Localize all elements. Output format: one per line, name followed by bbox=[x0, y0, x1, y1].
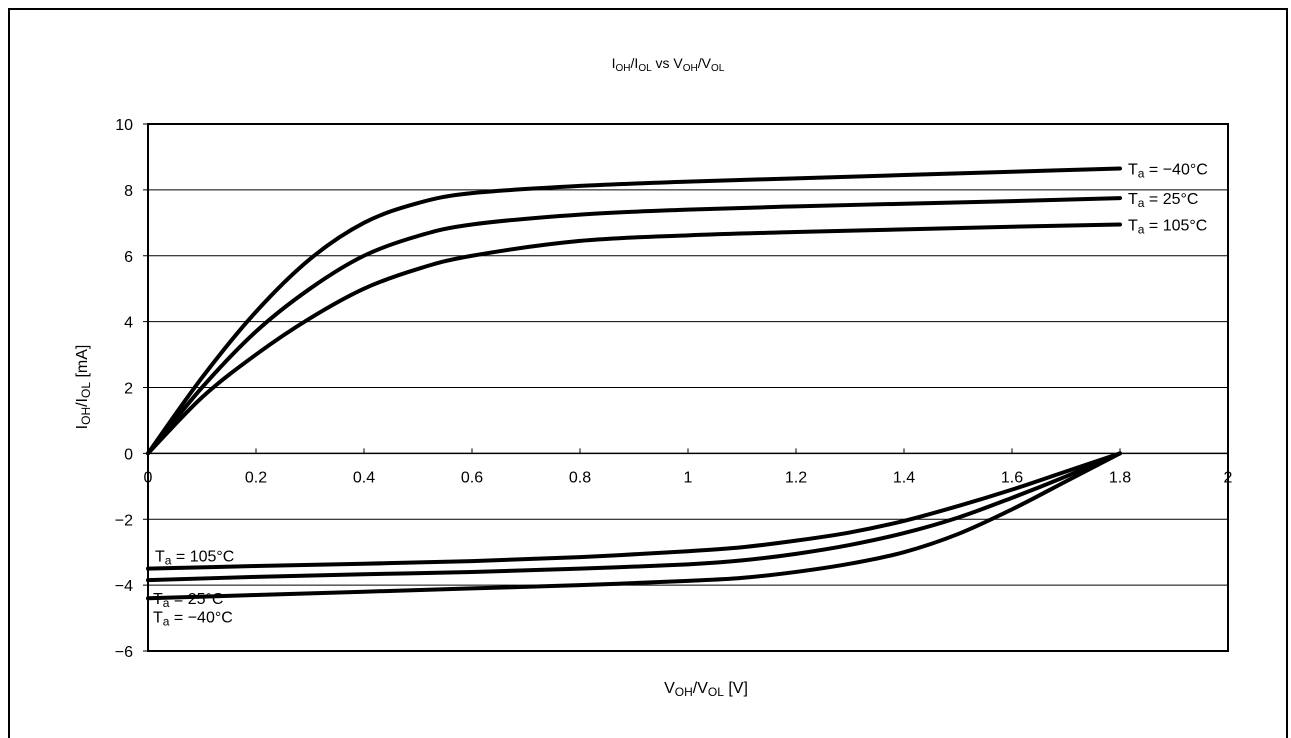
x-tick-label: 0 bbox=[144, 469, 153, 486]
x-tick-label: 0.4 bbox=[353, 469, 375, 486]
x-tick-label: 1.4 bbox=[893, 469, 915, 486]
series-label: Ta = 105°C bbox=[155, 549, 234, 568]
series-line bbox=[146, 451, 1122, 571]
y-tick-label: 10 bbox=[115, 117, 133, 134]
y-tick-label: 0 bbox=[124, 446, 133, 463]
y-tick-label: 6 bbox=[124, 249, 133, 266]
x-tick-label: 1 bbox=[684, 469, 693, 486]
x-tick-label: 0.8 bbox=[569, 469, 591, 486]
y-axis-ticks: −6 −4 −2 0 2 4 6 8 10 bbox=[115, 117, 148, 661]
x-tick-label: 1.8 bbox=[1109, 469, 1131, 486]
y-tick-label: 4 bbox=[124, 315, 133, 332]
chart-title: IOH/IOL vs VOH/VOL bbox=[612, 55, 725, 74]
y-tick-label: −4 bbox=[115, 578, 133, 595]
series-line bbox=[146, 222, 1122, 456]
series-label: Ta = −40°C bbox=[153, 609, 233, 628]
series-line bbox=[146, 166, 1122, 456]
y-tick-label: −2 bbox=[115, 512, 133, 529]
x-tick-label: 2 bbox=[1224, 469, 1233, 486]
series-group bbox=[146, 166, 1122, 601]
chart-frame bbox=[8, 8, 1288, 738]
x-tick-label: 1.6 bbox=[1001, 469, 1023, 486]
series-line bbox=[146, 451, 1122, 583]
series-line bbox=[146, 196, 1122, 456]
series-labels: Ta = −40°CTa = 25°CTa = 105°CTa = 105°CT… bbox=[153, 161, 1208, 628]
y-tick-label: −6 bbox=[115, 644, 133, 661]
x-axis-ticks: 0 0.2 0.4 0.6 0.8 1 1.2 1.4 1.6 1.8 2 bbox=[144, 448, 1233, 486]
x-tick-label: 0.6 bbox=[461, 469, 483, 486]
series-label: Ta = 25°C bbox=[1128, 191, 1198, 210]
series-label: Ta = 105°C bbox=[1128, 217, 1207, 236]
x-axis-label: VOH/VOL [V] bbox=[664, 680, 748, 699]
x-tick-label: 1.2 bbox=[785, 469, 807, 486]
x-tick-label: 0.2 bbox=[245, 469, 267, 486]
series-label: Ta = 25°C bbox=[153, 591, 223, 610]
series-line bbox=[146, 451, 1122, 601]
y-tick-label: 8 bbox=[124, 183, 133, 200]
series-label: Ta = −40°C bbox=[1128, 161, 1208, 180]
y-axis-label: IOH/IOL [mA] bbox=[74, 345, 93, 430]
grid-lines bbox=[148, 189, 1228, 586]
y-tick-label: 2 bbox=[124, 381, 133, 398]
